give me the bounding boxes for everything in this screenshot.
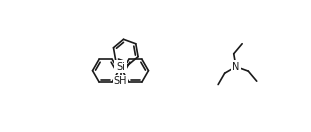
Text: N: N <box>232 62 240 72</box>
Text: SH: SH <box>114 76 127 86</box>
Text: Si: Si <box>116 62 125 72</box>
